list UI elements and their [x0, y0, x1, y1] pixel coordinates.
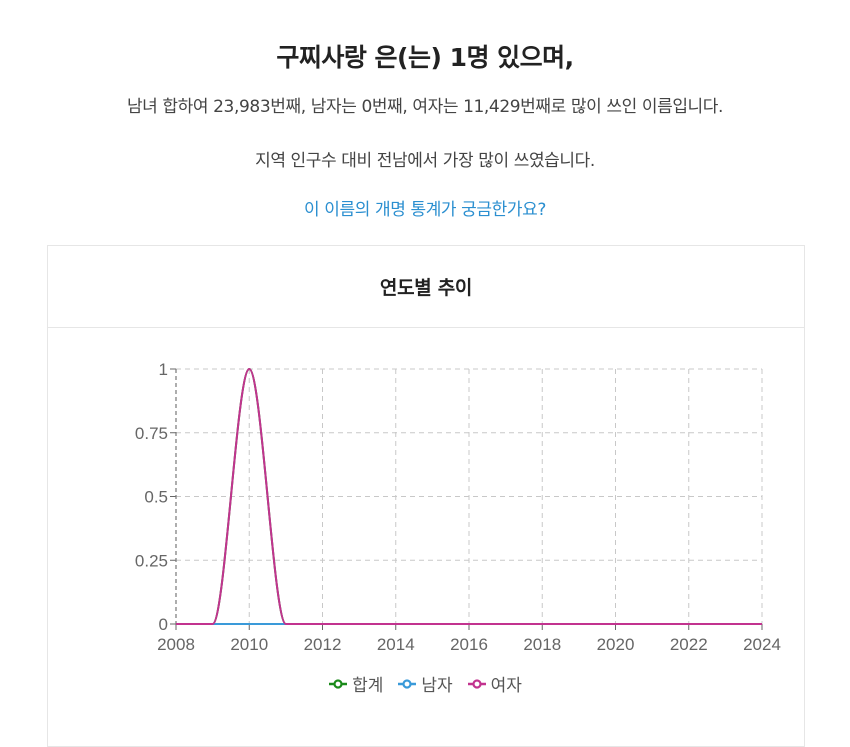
rename-stats-link[interactable]: 이 이름의 개명 통계가 궁금한가요? — [304, 200, 546, 220]
legend-label: 여자 — [490, 676, 522, 696]
legend-item-2[interactable]: 여자 — [467, 671, 522, 696]
x-tick-label: 2010 — [230, 635, 268, 654]
y-tick-label: 0.5 — [144, 488, 168, 507]
legend-line-marker-icon — [329, 678, 348, 689]
legend-label: 합계 — [352, 676, 384, 696]
card-header: 연도별 추이 — [48, 246, 804, 328]
legend-label: 남자 — [421, 676, 453, 696]
x-tick-label: 2022 — [670, 635, 708, 654]
x-tick-label: 2024 — [743, 635, 781, 654]
name-count-headline: 구찌사랑 은(는) 1명 있으며, — [276, 43, 574, 72]
y-tick-label: 0 — [159, 615, 168, 634]
y-tick-label: 0.75 — [135, 424, 168, 443]
region-sentence: 지역 인구수 대비 전남에서 가장 많이 쓰였습니다. — [255, 151, 595, 171]
x-tick-label: 2018 — [523, 635, 561, 654]
legend-line-marker-icon — [467, 678, 486, 689]
legend-line-marker-icon — [398, 678, 417, 689]
yearly-trend-chart: 0 0.25 0.5 0.75 1 2008 2010 2012 2014 2016 2018 202… — [135, 360, 781, 654]
legend-item-1[interactable]: 남자 — [397, 671, 453, 696]
y-tick-label: 0.25 — [135, 551, 168, 570]
x-tick-label: 2008 — [157, 635, 195, 654]
chart-legend: 합계 남자 여자 — [0, 671, 850, 696]
x-tick-label: 2012 — [304, 635, 342, 654]
x-tick-label: 2016 — [450, 635, 488, 654]
rank-sentence: 남녀 합하여 23,983번째, 남자는 0번째, 여자는 11,429번째로 … — [126, 97, 724, 117]
legend-item-0[interactable]: 합계 — [328, 671, 383, 696]
card-title: 연도별 추이 — [379, 277, 473, 299]
x-tick-label: 2014 — [377, 635, 415, 654]
y-tick-label: 1 — [159, 360, 168, 379]
series-line-2 — [175, 367, 762, 625]
x-tick-label: 2020 — [597, 635, 635, 654]
